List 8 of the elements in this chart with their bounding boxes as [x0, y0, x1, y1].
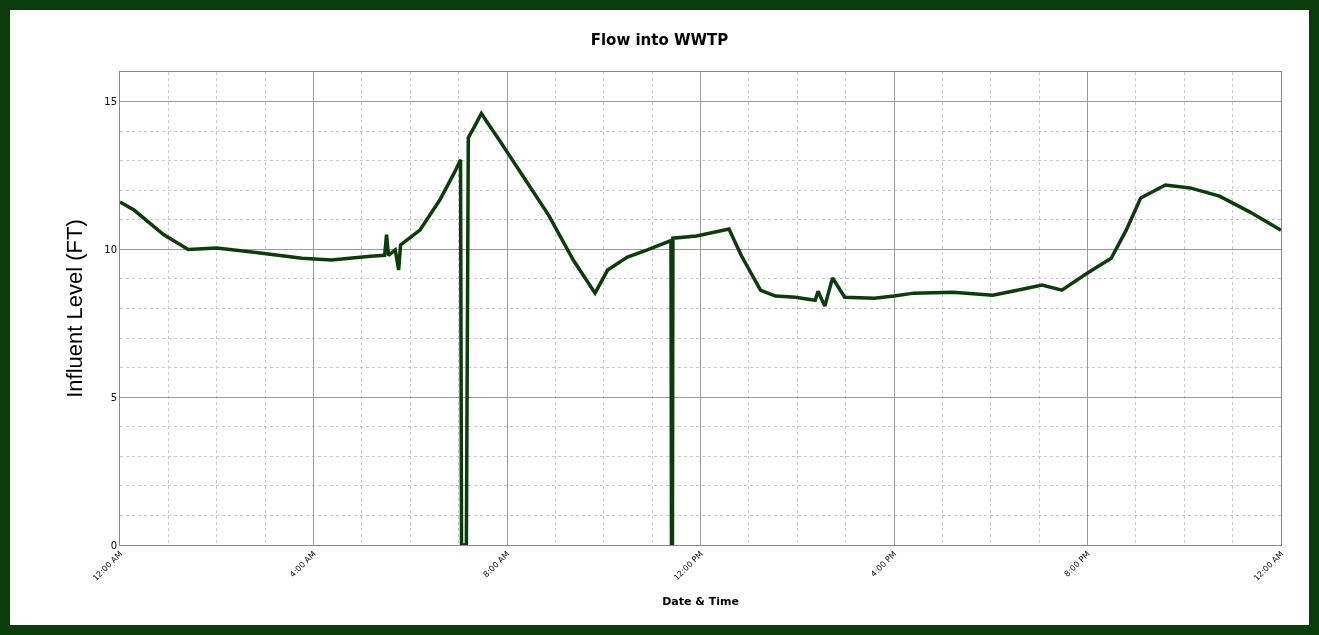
line-series: [120, 111, 1281, 545]
y-axis-title: Influent Level (FT): [62, 219, 88, 398]
y-tick-label: 10: [104, 243, 117, 255]
x-axis-title: Date & Time: [662, 594, 739, 608]
y-tick-label: 15: [104, 96, 117, 108]
y-tick-label: 0: [110, 539, 117, 551]
chart-title: Flow into WWTP: [590, 31, 729, 50]
y-tick-label: 5: [110, 391, 117, 403]
